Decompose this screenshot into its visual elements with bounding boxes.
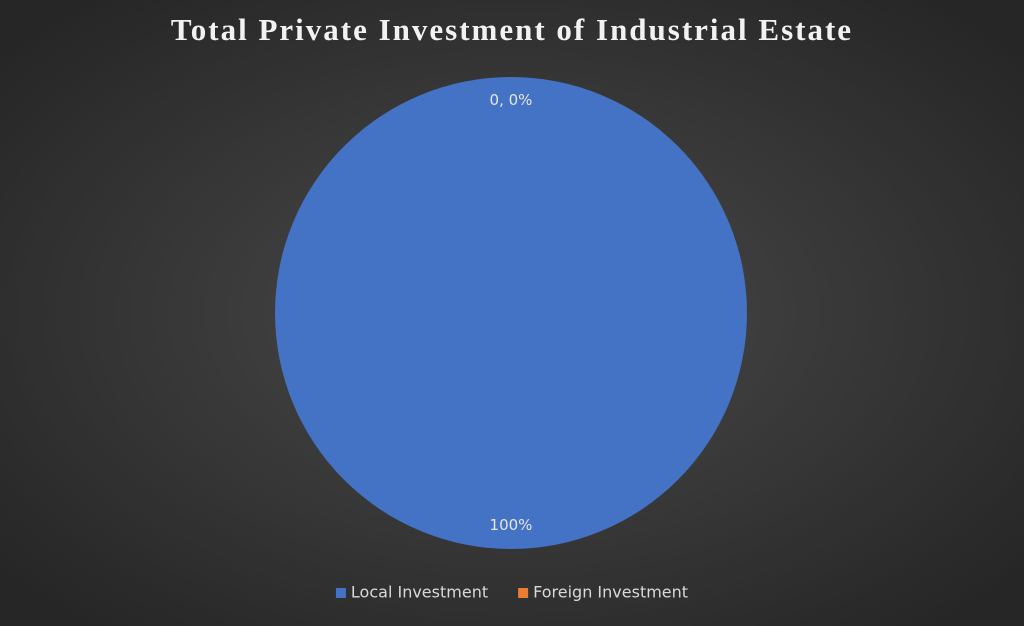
legend-swatch — [518, 588, 529, 598]
pie-slice — [275, 77, 747, 549]
legend-label: Local Investment — [351, 583, 488, 602]
legend-swatch — [335, 588, 346, 598]
chart-title: Total Private Investment of Industrial E… — [171, 12, 853, 47]
legend-label: Foreign Investment — [533, 583, 688, 602]
data-label: 100% — [490, 516, 533, 534]
data-label: 0, 0% — [490, 91, 533, 109]
